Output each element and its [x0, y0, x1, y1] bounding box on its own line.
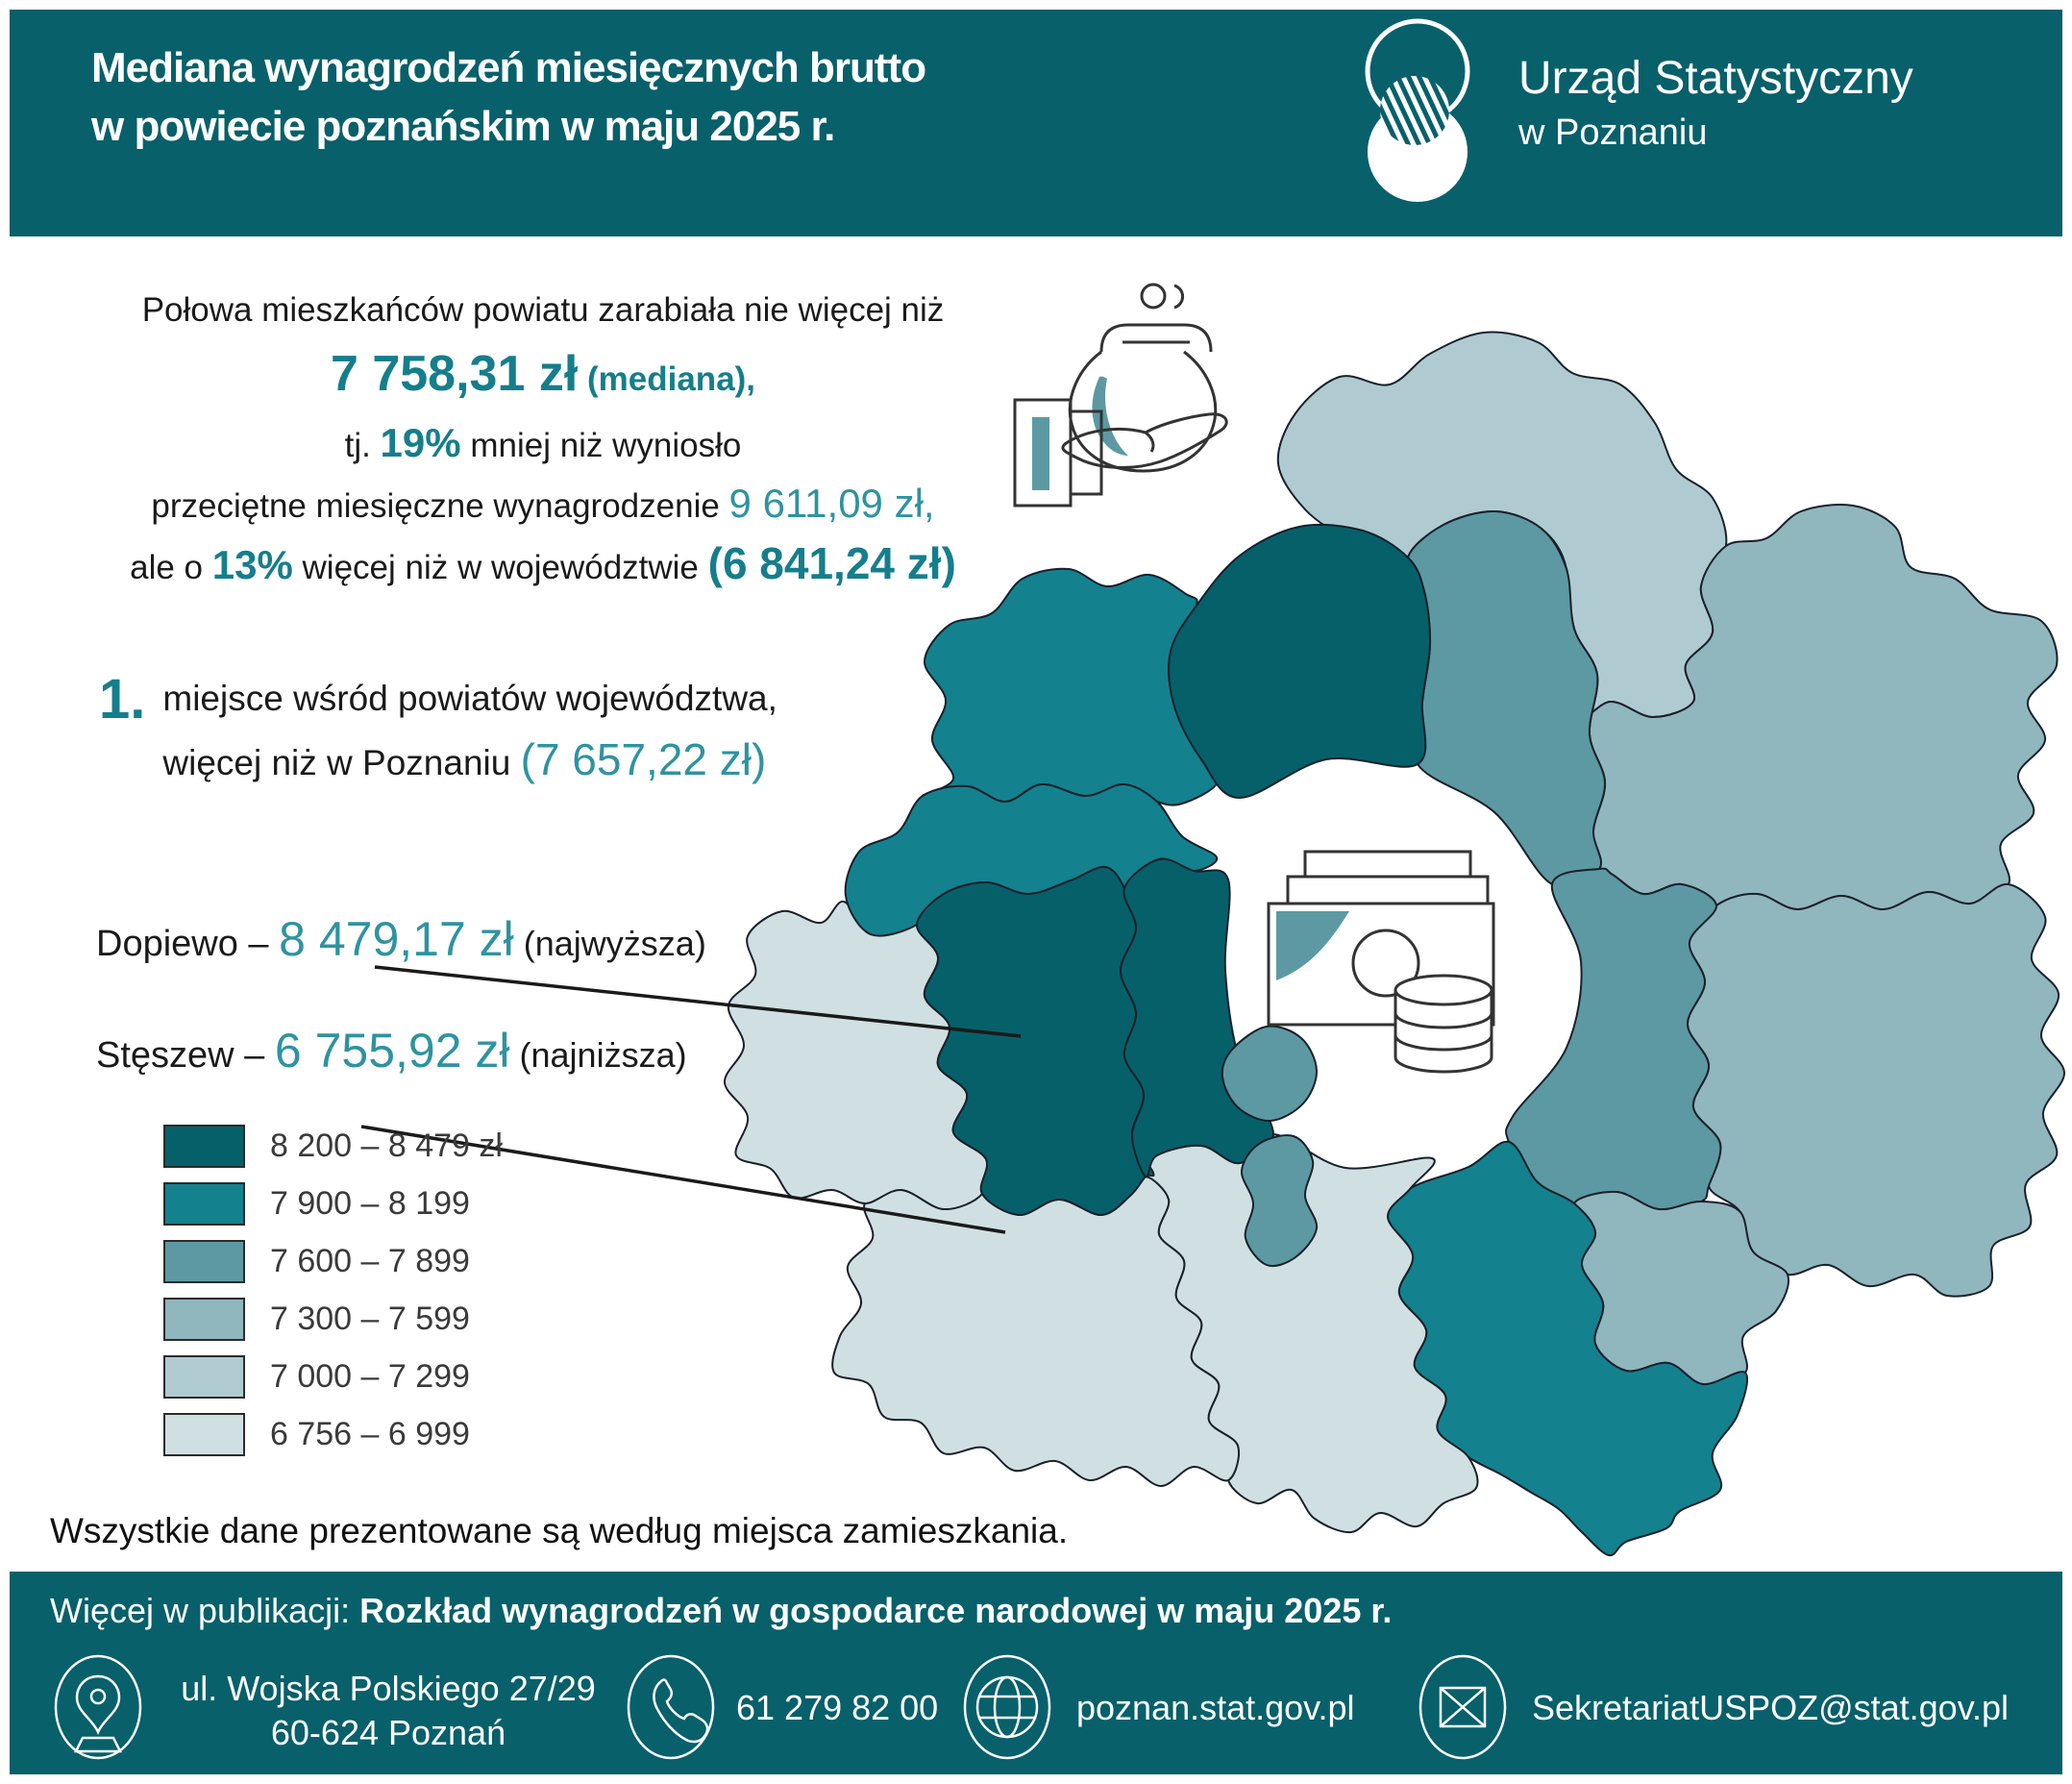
legend-label: 7 300 – 7 599 — [270, 1300, 470, 1337]
legend-label: 7 900 – 8 199 — [270, 1184, 470, 1222]
intro-line4: przeciętne miesięczne wynagrodzenie 9 61… — [151, 480, 935, 526]
address-line2: 60-624 Poznań — [270, 1713, 506, 1752]
legend-swatch — [163, 1239, 245, 1283]
logo-line1: Urząd Statystyczny — [1518, 53, 1913, 104]
legend-row: 7 000 – 7 299 — [163, 1348, 503, 1405]
title-line2: w powiecie poznańskim w maju 2025 r. — [91, 103, 835, 150]
publication-line: Więcej w publikacji: Rozkład wynagrodzeń… — [50, 1591, 1393, 1630]
intro-line5: ale o 13% więcej niż w województwie (6 8… — [130, 538, 956, 589]
median-note: (mediana), — [587, 360, 756, 398]
median-value: 7 758,31 zł — [330, 346, 579, 402]
email-address: SekretariatUSPOZ@stat.gov.pl — [1532, 1688, 2010, 1727]
legend-label: 6 756 – 6 999 — [270, 1415, 470, 1452]
callout-lowest-suffix: (najniższa) — [509, 1035, 687, 1075]
legend-label: 7 600 – 7 899 — [270, 1242, 470, 1279]
callout-lowest-name: Stęszew – — [96, 1035, 275, 1076]
legend-swatch — [163, 1412, 245, 1456]
callout-highest-amount: 8 479,17 zł — [279, 912, 514, 966]
average-value: 9 611,09 zł, — [728, 480, 935, 526]
legend-swatch — [163, 1297, 245, 1341]
phone-icon — [627, 1654, 715, 1760]
address-line1: ul. Wojska Polskiego 27/29 — [181, 1669, 596, 1708]
legend-row: 7 300 – 7 599 — [163, 1290, 503, 1348]
legend-label: 8 200 – 8 479 zł — [270, 1127, 503, 1164]
callout-highest: Dopiewo – 8 479,17 zł (najwyższa) — [96, 911, 706, 967]
banknotes-coins-icon — [1267, 850, 1495, 1074]
footer-band — [10, 1572, 2062, 1774]
legend-row: 6 756 – 6 999 — [163, 1405, 503, 1463]
globe-icon — [963, 1654, 1051, 1760]
intro-line3: tj. 19% mniej niż wyniosło — [344, 420, 742, 466]
percent-more: 13% — [211, 542, 293, 588]
legend-row: 8 200 – 8 479 zł — [163, 1117, 503, 1175]
logo: Urząd Statystyczny w Poznaniu — [1345, 15, 1913, 219]
rank-number: 1. — [99, 668, 146, 731]
envelope-icon — [1418, 1654, 1507, 1760]
legend-swatch — [163, 1124, 245, 1168]
intro-stats: Połowa mieszkańców powiatu zarabiała nie… — [58, 290, 1028, 590]
website-url: poznan.stat.gov.pl — [1076, 1688, 1355, 1727]
map-region — [1221, 1025, 1319, 1123]
header-band — [10, 10, 2062, 236]
legend-row: 7 600 – 7 899 — [163, 1232, 503, 1290]
legend-row: 7 900 – 8 199 — [163, 1175, 503, 1232]
map-region — [1240, 1134, 1319, 1268]
map-region — [1505, 867, 1722, 1211]
location-pin-icon — [54, 1654, 142, 1760]
page-title: Mediana wynagrodzeń miesięcznych brutto … — [91, 38, 926, 156]
rank-block: 1. miejsce wśród powiatów województwa, w… — [99, 668, 777, 795]
callout-lowest-amount: 6 755,92 zł — [274, 1024, 510, 1078]
statistical-office-logo-icon — [1365, 18, 1470, 202]
purse-in-hand-icon — [1013, 283, 1228, 508]
map-region — [1168, 523, 1432, 799]
percent-less: 19% — [380, 420, 461, 466]
callout-highest-suffix: (najwyższa) — [513, 924, 706, 963]
logo-text: Urząd Statystyczny w Poznaniu — [1518, 52, 1913, 219]
data-note: Wszystkie dane prezentowane są według mi… — [50, 1511, 1069, 1550]
title-line1: Mediana wynagrodzeń miesięcznych brutto — [91, 44, 926, 91]
callout-highest-name: Dopiewo – — [96, 924, 280, 964]
poznan-value: (7 657,22 zł) — [520, 734, 767, 785]
legend-swatch — [163, 1354, 245, 1399]
map-legend: 8 200 – 8 479 zł 7 900 – 8 199 7 600 – 7… — [163, 1117, 503, 1463]
logo-line2: w Poznaniu — [1518, 112, 1708, 153]
legend-swatch — [163, 1181, 245, 1226]
intro-line1: Połowa mieszkańców powiatu zarabiała nie… — [141, 291, 945, 329]
intro-median: 7 758,31 zł (mediana), — [58, 344, 1028, 404]
voivodeship-value: (6 841,24 zł) — [707, 538, 956, 589]
rank-text: miejsce wśród powiatów województwa, więc… — [162, 679, 777, 785]
legend-label: 7 000 – 7 299 — [270, 1357, 470, 1395]
phone-number: 61 279 82 00 — [736, 1688, 939, 1727]
callout-lowest: Stęszew – 6 755,92 zł (najniższa) — [96, 1023, 687, 1078]
publication-title: Rozkład wynagrodzeń w gospodarce narodow… — [359, 1591, 1393, 1630]
